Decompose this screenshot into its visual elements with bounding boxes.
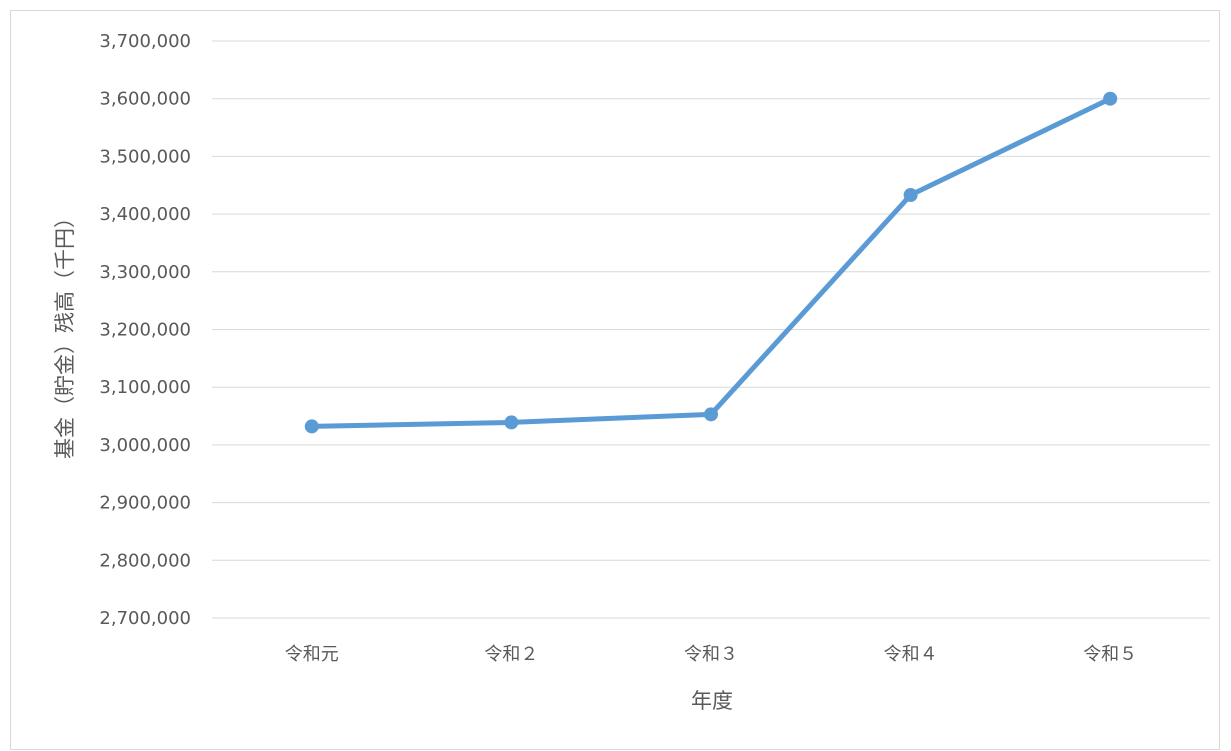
data-point [304, 419, 319, 434]
x-tick-label: 令和３ [684, 644, 738, 665]
y-tick-label: 3,300,000 [99, 262, 191, 283]
gridlines [212, 40, 1210, 619]
x-axis-tick-labels: 令和元 令和２ 令和３ 令和４ 令和５ [285, 644, 1137, 665]
x-tick-label: 令和元 [285, 644, 339, 665]
data-point [504, 415, 519, 430]
data-point [1103, 91, 1118, 106]
y-tick-label: 2,900,000 [99, 493, 191, 514]
y-tick-label: 3,100,000 [99, 377, 191, 398]
x-tick-label: 令和５ [1083, 644, 1137, 665]
y-tick-label: 3,600,000 [99, 89, 191, 110]
series-line [309, 96, 1113, 429]
y-tick-label: 2,700,000 [99, 608, 191, 629]
y-tick-label: 3,400,000 [99, 204, 191, 225]
series-layer [304, 91, 1118, 434]
chart-frame [10, 10, 1220, 750]
y-tick-label: 3,000,000 [99, 435, 191, 456]
x-tick-label: 令和４ [884, 644, 938, 665]
y-axis-tick-labels: 2,700,000 2,800,000 2,900,000 3,000,000 3,10… [99, 31, 191, 629]
x-axis-title: 年度 [691, 689, 733, 713]
data-point [903, 188, 918, 203]
y-tick-label: 3,500,000 [99, 146, 191, 167]
y-axis-title: 基金（貯金）残高（千円） [53, 207, 77, 459]
y-tick-label: 2,800,000 [99, 550, 191, 571]
x-tick-label: 令和２ [484, 644, 538, 665]
y-tick-label: 3,200,000 [99, 320, 191, 341]
y-tick-label: 3,700,000 [99, 31, 191, 52]
data-point [704, 407, 718, 422]
